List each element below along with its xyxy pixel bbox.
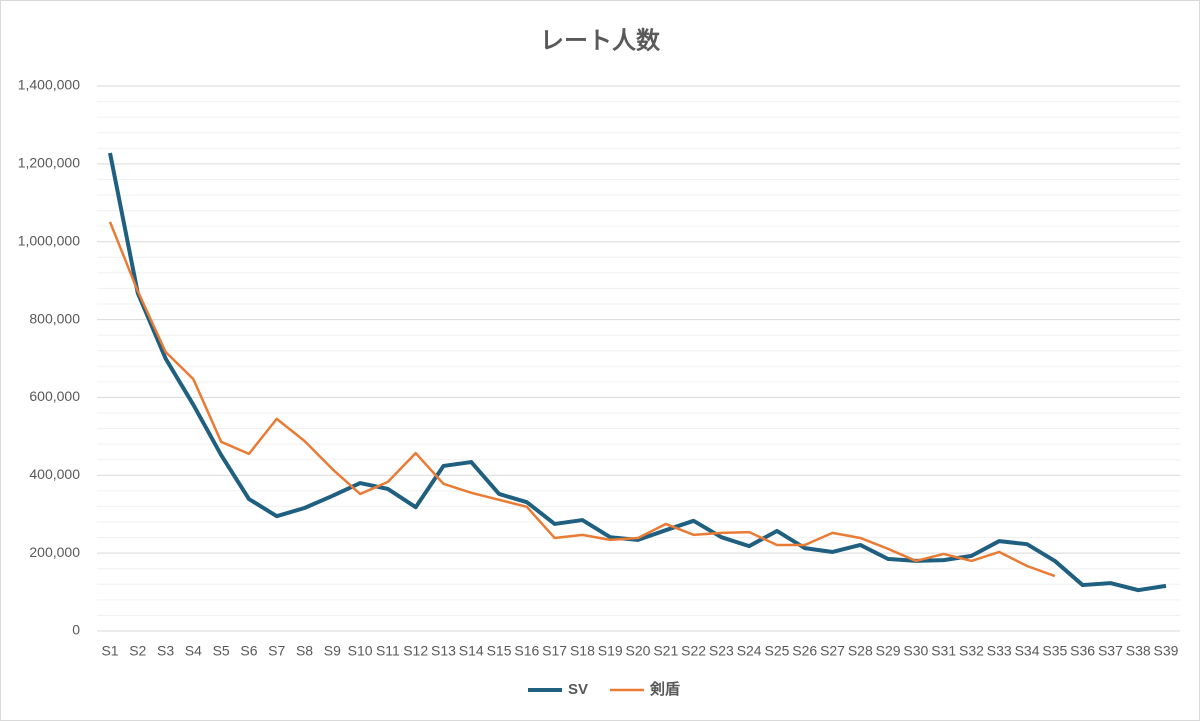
x-tick-label: S30 [903, 643, 928, 659]
y-tick-label: 800,000 [29, 310, 80, 326]
x-tick-label: S39 [1154, 643, 1179, 659]
y-tick-label: 200,000 [29, 544, 80, 560]
x-tick-label: S10 [348, 643, 373, 659]
x-tick-label: S1 [101, 643, 118, 659]
y-tick-label: 0 [72, 622, 80, 638]
x-tick-label: S2 [129, 643, 146, 659]
x-tick-label: S18 [570, 643, 595, 659]
x-tick-label: S13 [431, 643, 456, 659]
chart-title: レート人数 [540, 27, 661, 54]
y-tick-label: 1,400,000 [18, 77, 80, 93]
x-tick-label: S19 [598, 643, 623, 659]
y-tick-label: 1,200,000 [18, 155, 80, 171]
x-tick-label: S3 [157, 643, 174, 659]
x-tick-label: S16 [514, 643, 539, 659]
y-tick-label: 1,000,000 [18, 232, 80, 248]
x-tick-label: S7 [268, 643, 285, 659]
x-tick-label: S25 [764, 643, 789, 659]
x-tick-label: S35 [1042, 643, 1067, 659]
x-tick-label: S5 [213, 643, 230, 659]
x-tick-label: S20 [626, 643, 651, 659]
x-tick-label: S36 [1070, 643, 1095, 659]
x-tick-label: S31 [931, 643, 956, 659]
x-tick-label: S32 [959, 643, 984, 659]
x-tick-label: S6 [240, 643, 257, 659]
legend-label: SV [568, 681, 588, 698]
x-tick-label: S37 [1098, 643, 1123, 659]
x-tick-label: S24 [737, 643, 762, 659]
x-tick-label: S22 [681, 643, 706, 659]
x-tick-label: S8 [296, 643, 313, 659]
line-series [108, 152, 1167, 593]
x-tick-label: S27 [820, 643, 845, 659]
x-tick-label: S23 [709, 643, 734, 659]
x-tick-label: S12 [403, 643, 428, 659]
x-tick-label: S15 [487, 643, 512, 659]
x-tick-label: S38 [1126, 643, 1151, 659]
line-series [108, 221, 1056, 578]
x-tick-label: S28 [848, 643, 873, 659]
x-tick-label: S26 [792, 643, 817, 659]
x-tick-label: S21 [653, 643, 678, 659]
x-tick-label: S9 [324, 643, 341, 659]
x-tick-label: S11 [376, 643, 400, 659]
y-tick-label: 400,000 [29, 466, 80, 482]
x-tick-label: S17 [542, 643, 567, 659]
y-tick-label: 600,000 [29, 388, 80, 404]
x-tick-label: S4 [185, 643, 202, 659]
x-tick-label: S33 [987, 643, 1012, 659]
x-tick-label: S14 [459, 643, 484, 659]
x-tick-label: S34 [1015, 643, 1040, 659]
legend-label: 剣盾 [649, 680, 680, 698]
x-tick-label: S29 [876, 643, 901, 659]
